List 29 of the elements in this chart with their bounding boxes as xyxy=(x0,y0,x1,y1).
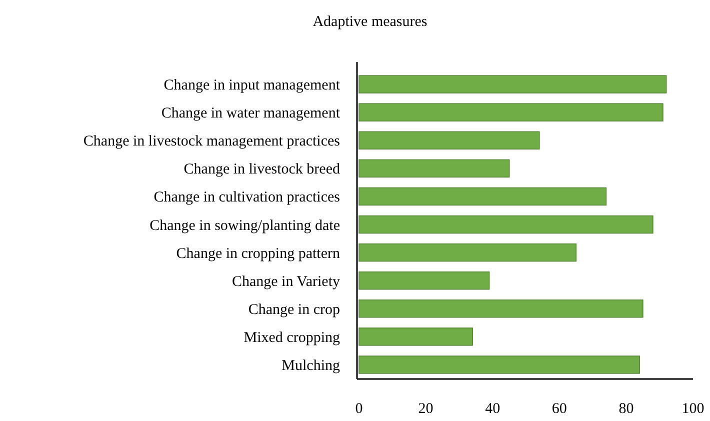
bar xyxy=(358,243,576,262)
y-tick-label: Change in livestock breed xyxy=(184,162,340,178)
bar xyxy=(358,131,540,150)
y-tick-label: Mixed cropping xyxy=(244,330,340,346)
bar xyxy=(358,356,640,374)
bar xyxy=(358,103,664,122)
bar xyxy=(358,271,490,290)
y-tick-label: Change in water management xyxy=(161,106,341,122)
y-tick-label: Change in sowing/planting date xyxy=(150,218,340,234)
bar xyxy=(358,328,473,346)
x-tick-label: 100 xyxy=(682,401,704,417)
x-tick-label: 80 xyxy=(618,401,634,417)
bar xyxy=(358,300,644,318)
x-tick-label: 0 xyxy=(355,401,363,417)
bar xyxy=(358,75,667,94)
y-tick-label: Change in cultivation practices xyxy=(154,190,340,206)
y-tick-label: Change in cropping pattern xyxy=(176,246,340,262)
bar xyxy=(358,187,607,206)
y-tick-label: Change in crop xyxy=(248,302,340,318)
bar xyxy=(358,159,510,178)
y-tick-label: Mulching xyxy=(282,358,340,374)
x-tick-label: 20 xyxy=(418,401,434,417)
chart-title: Adaptive measures xyxy=(312,14,428,30)
x-tick-label: 60 xyxy=(552,401,567,417)
bar xyxy=(358,215,654,234)
y-tick-label: Change in Variety xyxy=(232,274,340,290)
y-tick-label: Change in livestock management practices xyxy=(83,134,340,150)
y-tick-label: Change in input management xyxy=(164,78,341,94)
x-tick-label: 40 xyxy=(485,401,500,417)
